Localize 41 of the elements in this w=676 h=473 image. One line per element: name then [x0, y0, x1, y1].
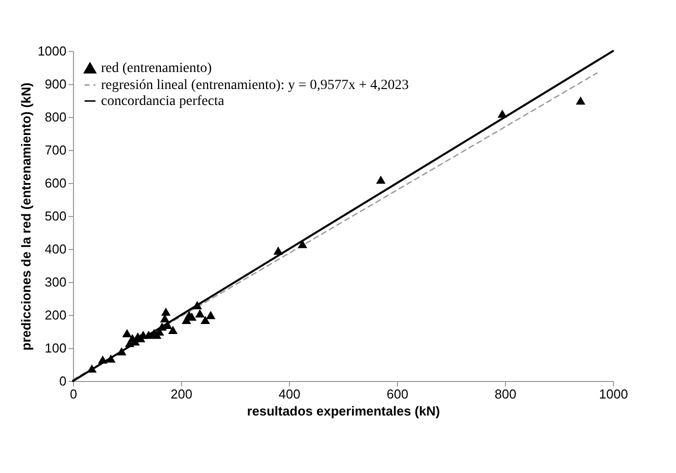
y-tick-label: 800	[44, 110, 66, 124]
y-tick-label: 100	[44, 340, 66, 356]
y-tick-label: 0	[59, 374, 66, 388]
y-tick-label: 300	[44, 274, 66, 290]
point	[206, 310, 216, 320]
point	[187, 312, 197, 321]
point	[106, 354, 116, 363]
x-tick-label: 200	[170, 386, 192, 402]
x-axis-title: resultados experimentales (kN)	[247, 404, 440, 418]
x-tick-label: 1000	[599, 386, 628, 402]
point	[376, 176, 386, 184]
point	[98, 355, 108, 364]
y-tick-label: 400	[44, 242, 66, 256]
point	[162, 320, 172, 330]
y-tick-label: 500	[44, 208, 66, 224]
point	[273, 246, 283, 255]
point	[195, 309, 205, 318]
legend-label: red (entrenamiento)	[101, 61, 212, 76]
point	[200, 316, 210, 324]
y-tick-label: 200	[44, 308, 66, 322]
x-tick-label: 400	[278, 386, 300, 402]
legend-label: regresión lineal (entrenamiento): y = 0,9577x + 4,2023	[101, 78, 409, 93]
point	[192, 300, 202, 310]
x-tick-label: 800	[494, 386, 516, 402]
point	[498, 110, 508, 118]
y-axis-title: predicciones de la red (entrenamiento) (kN)	[18, 82, 34, 351]
point	[122, 329, 132, 338]
point	[116, 347, 126, 356]
legend-label: concordancia perfecta	[101, 94, 225, 109]
point	[160, 314, 170, 322]
y-tick-label: 600	[44, 176, 66, 190]
point	[298, 240, 308, 248]
point	[168, 326, 178, 334]
point	[576, 96, 586, 105]
x-tick-label: 600	[386, 386, 408, 402]
y-tick-label: 700	[44, 142, 66, 158]
point	[87, 364, 97, 373]
y-tick-label: 1000	[38, 44, 66, 58]
point	[161, 308, 171, 316]
x-tick-label: 0	[70, 386, 78, 402]
y-tick-label: 900	[44, 76, 66, 92]
